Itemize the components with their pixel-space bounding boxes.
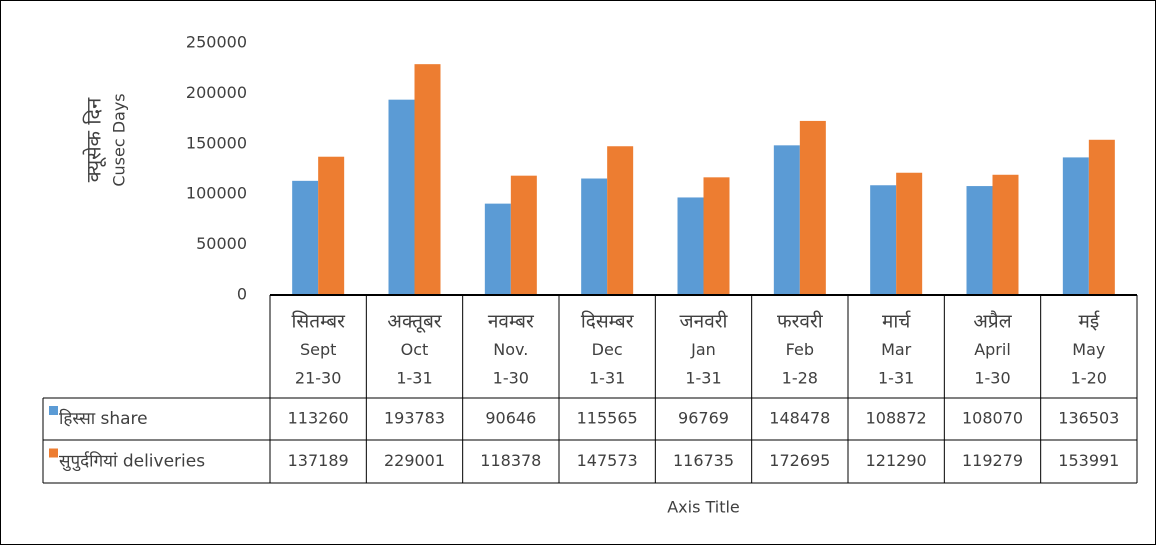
x-tick-label: 21-30 xyxy=(295,369,342,388)
table-value: 96769 xyxy=(678,409,729,428)
legend-label: सुपुर्दगियां deliveries xyxy=(59,451,205,472)
table-value: 136503 xyxy=(1058,409,1119,428)
x-tick-label: दिसम्बर xyxy=(581,310,635,333)
table-value: 172695 xyxy=(769,451,830,470)
legend-label: हिस्सा share xyxy=(59,408,148,429)
bar xyxy=(292,180,319,295)
bar xyxy=(484,203,511,295)
x-tick-label: अप्रैल xyxy=(973,310,1012,333)
bar xyxy=(992,174,1019,295)
legend-key xyxy=(49,448,58,458)
bar xyxy=(607,146,634,295)
x-tick-label: 1-30 xyxy=(974,369,1010,388)
x-tick-label: 1-31 xyxy=(878,369,914,388)
y-axis-title: क्यूसेक दिन xyxy=(82,97,107,182)
x-tick-label: 1-31 xyxy=(396,369,432,388)
bar xyxy=(799,120,826,296)
y-tick-label: 0 xyxy=(237,285,247,304)
bar xyxy=(1062,157,1089,295)
y-tick-label: 150000 xyxy=(186,133,247,152)
table-value: 121290 xyxy=(866,451,927,470)
table-value: 113260 xyxy=(288,409,349,428)
table-value: 147573 xyxy=(577,451,638,470)
bar xyxy=(510,175,537,295)
x-tick-label: अक्तूबर xyxy=(387,311,442,334)
y-tick-label: 50000 xyxy=(196,234,247,253)
table-value: 119279 xyxy=(962,451,1023,470)
bar xyxy=(1088,139,1115,295)
x-tick-label: जनवरी xyxy=(680,310,729,333)
x-tick-label: फरवरी xyxy=(777,310,824,333)
x-tick-label: 1-30 xyxy=(493,369,529,388)
x-tick-label: Jan xyxy=(690,340,716,359)
legend-key xyxy=(49,406,58,415)
x-tick-label: Oct xyxy=(401,340,429,359)
x-tick-label: Nov. xyxy=(493,340,528,359)
table-value: 116735 xyxy=(673,451,734,470)
bar xyxy=(414,64,441,295)
x-tick-label: Feb xyxy=(786,340,814,359)
y-tick-label: 100000 xyxy=(186,184,247,203)
x-tick-label: Sept xyxy=(300,340,336,359)
x-tick-label: April xyxy=(974,340,1011,359)
table-value: 148478 xyxy=(769,409,830,428)
x-tick-label: Dec xyxy=(592,340,623,359)
table-value: 108872 xyxy=(866,409,927,428)
x-tick-label: Mar xyxy=(881,340,912,359)
bar xyxy=(581,178,608,295)
x-axis-title: Axis Title xyxy=(667,498,740,517)
x-tick-label: 1-20 xyxy=(1071,369,1107,388)
bar xyxy=(773,145,800,295)
x-tick-label: 1-28 xyxy=(782,369,818,388)
bar xyxy=(896,172,923,295)
x-tick-label: सितम्बर xyxy=(291,310,346,333)
x-tick-label: 1-31 xyxy=(685,369,721,388)
table-value: 118378 xyxy=(480,451,541,470)
table-value: 90646 xyxy=(485,409,536,428)
y-axis-title: Cusec Days xyxy=(110,93,129,186)
table-value: 153991 xyxy=(1058,451,1119,470)
x-tick-label: 1-31 xyxy=(589,369,625,388)
x-tick-label: नवम्बर xyxy=(488,311,535,333)
bar xyxy=(870,185,897,295)
x-tick-label: May xyxy=(1072,340,1105,359)
bar xyxy=(318,156,345,295)
x-tick-label: मई xyxy=(1078,310,1100,333)
y-tick-label: 250000 xyxy=(186,33,247,52)
table-value: 137189 xyxy=(288,451,349,470)
x-tick-label: मार्च xyxy=(882,310,911,333)
bar xyxy=(388,99,415,295)
y-tick-label: 200000 xyxy=(186,83,247,102)
table-value: 115565 xyxy=(577,409,638,428)
table-value: 229001 xyxy=(384,451,445,470)
table-value: 193783 xyxy=(384,409,445,428)
bar xyxy=(677,197,704,295)
table-value: 108070 xyxy=(962,409,1023,428)
bar xyxy=(966,186,993,295)
bar xyxy=(703,177,730,295)
